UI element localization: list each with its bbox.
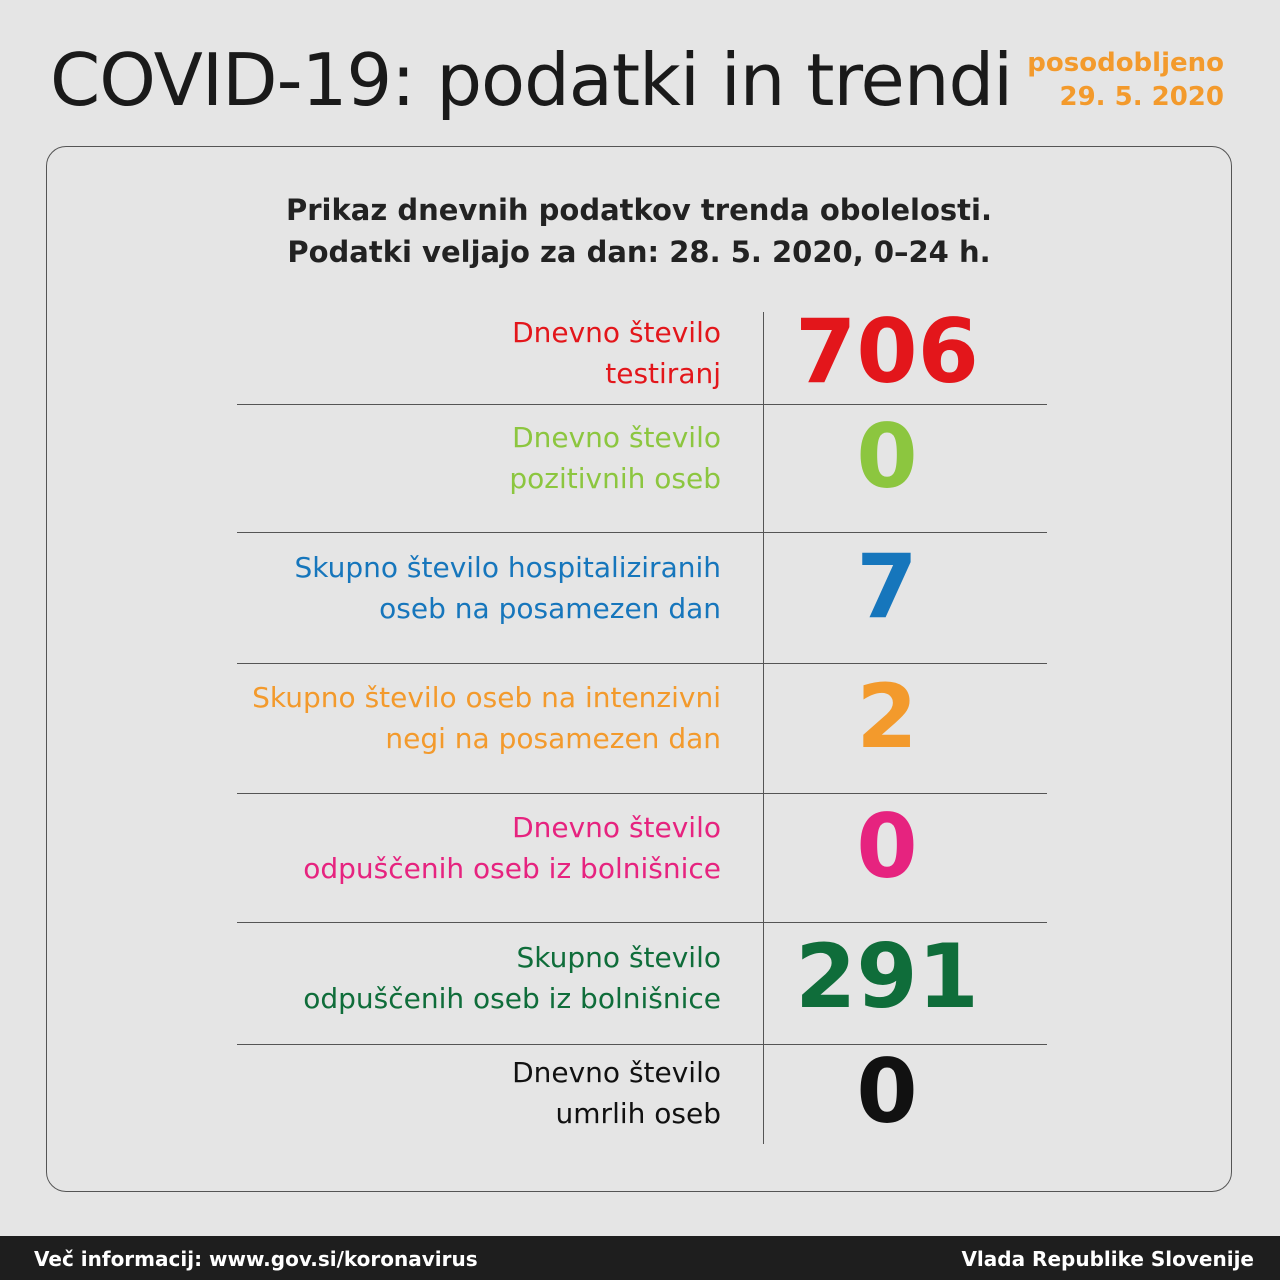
label-line: odpuščenih oseb iz bolnišnice: [303, 982, 721, 1015]
subtitle-line: Podatki veljajo za dan: 28. 5. 2020, 0–2…: [287, 235, 991, 269]
label-line: Dnevno število: [512, 1056, 721, 1089]
label-line: Skupno število hospitaliziranih: [294, 551, 721, 584]
stat-label: Dnevno število testiranj: [512, 312, 721, 394]
stat-value: 0: [856, 795, 918, 898]
stat-label: Skupno število odpuščenih oseb iz bolnišn…: [303, 937, 721, 1019]
stat-value: 291: [795, 925, 979, 1028]
stat-value: 7: [856, 535, 918, 638]
label-line: odpuščenih oseb iz bolnišnice: [303, 852, 721, 885]
label-line: Dnevno število: [512, 811, 721, 844]
updated-date: 29. 5. 2020: [1059, 82, 1225, 112]
stat-value: 706: [795, 300, 979, 403]
label-line: pozitivnih oseb: [509, 462, 721, 495]
separator: [237, 404, 1047, 405]
updated-label: posodobljeno: [1027, 48, 1224, 78]
label-line: Dnevno število: [512, 316, 721, 349]
stat-value: 2: [856, 665, 918, 768]
stat-label: Dnevno število pozitivnih oseb: [509, 417, 721, 499]
footer-right: Vlada Republike Slovenije: [961, 1247, 1254, 1271]
stat-label: Skupno število oseb na intenzivni negi na…: [252, 677, 721, 759]
label-line: oseb na posamezen dan: [379, 592, 721, 625]
separator: [237, 532, 1047, 533]
footer-left: Več informacij: www.gov.si/koronavirus: [34, 1247, 478, 1271]
separator: [237, 793, 1047, 794]
label-line: testiranj: [605, 357, 721, 390]
title: COVID-19: podatki in trendi: [50, 38, 1013, 122]
stat-label: Dnevno število odpuščenih oseb iz bolnišn…: [303, 807, 721, 889]
label-line: Skupno število oseb na intenzivni: [252, 681, 721, 714]
label-line: negi na posamezen dan: [385, 722, 721, 755]
label-line: umrlih oseb: [555, 1097, 721, 1130]
subtitle: Prikaz dnevnih podatkov trenda obolelost…: [47, 189, 1231, 273]
label-line: Skupno število: [516, 941, 721, 974]
separator: [237, 1044, 1047, 1045]
separator: [237, 922, 1047, 923]
updated: posodobljeno 29. 5. 2020: [1027, 46, 1224, 114]
label-line: Dnevno število: [512, 421, 721, 454]
divider: [763, 312, 764, 1144]
stat-value: 0: [856, 1040, 918, 1143]
subtitle-line: Prikaz dnevnih podatkov trenda obolelost…: [286, 193, 992, 227]
footer: Več informacij: www.gov.si/koronavirus Vl…: [0, 1236, 1280, 1280]
separator: [237, 663, 1047, 664]
panel: Prikaz dnevnih podatkov trenda obolelost…: [46, 146, 1232, 1192]
stat-label: Dnevno število umrlih oseb: [512, 1052, 721, 1134]
stat-label: Skupno število hospitaliziranih oseb na p…: [294, 547, 721, 629]
stat-value: 0: [856, 405, 918, 508]
